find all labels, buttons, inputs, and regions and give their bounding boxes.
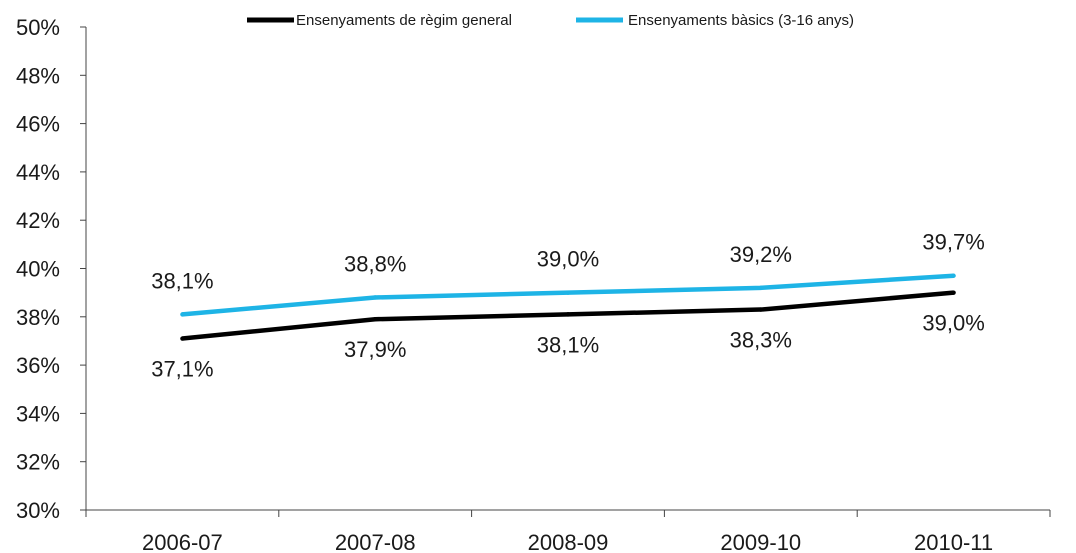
series-lines xyxy=(180,273,956,341)
data-label: 38,3% xyxy=(730,328,792,353)
data-point xyxy=(373,295,378,300)
y-tick-label: 42% xyxy=(16,208,60,233)
data-point xyxy=(180,312,185,317)
x-tick-label: 2008-09 xyxy=(528,530,609,553)
legend-label-2: Ensenyaments bàsics (3-16 anys) xyxy=(628,12,854,29)
data-label: 37,9% xyxy=(344,337,406,362)
x-axis-ticks: 2006-07 2007-08 2008-09 2009-10 2010-11 xyxy=(85,510,1051,553)
y-tick-label: 40% xyxy=(16,257,60,282)
data-point xyxy=(565,312,571,317)
data-point xyxy=(565,290,571,295)
series-line-2 xyxy=(182,273,954,317)
x-tick-label: 2010-11 xyxy=(914,530,993,553)
legend-label-1: Ensenyaments de règim general xyxy=(296,12,512,29)
data-labels: 37,1% 37,9% 38,1% 38,3% 39,0% 38,1% 38,8% 39,0%… xyxy=(151,230,985,382)
data-label: 38,1% xyxy=(537,332,599,357)
data-point xyxy=(373,317,378,322)
data-label: 38,8% xyxy=(344,251,406,276)
y-tick-label: 44% xyxy=(16,160,60,185)
y-axis-ticks: 30% 32% 34% 36% 38% 40% 42% 44% 46% 48% 50% xyxy=(16,15,86,523)
data-point xyxy=(951,290,956,295)
y-tick-label: 34% xyxy=(16,401,60,426)
legend: Ensenyaments de règim general Ensenyament… xyxy=(247,12,854,29)
y-tick-label: 38% xyxy=(16,305,60,330)
data-label: 39,7% xyxy=(922,230,984,255)
data-point xyxy=(758,285,763,291)
x-tick-label: 2009-10 xyxy=(720,530,801,553)
data-label: 37,1% xyxy=(151,357,213,382)
y-tick-label: 36% xyxy=(16,353,60,378)
y-tick-label: 32% xyxy=(16,450,60,475)
data-point xyxy=(951,273,956,278)
data-label: 38,1% xyxy=(151,268,213,293)
y-tick-label: 30% xyxy=(16,498,60,523)
y-tick-label: 48% xyxy=(16,63,60,88)
x-tick-label: 2007-08 xyxy=(335,530,416,553)
data-point xyxy=(758,307,763,312)
data-point xyxy=(180,336,185,341)
data-label: 39,2% xyxy=(730,242,792,267)
x-tick-label: 2006-07 xyxy=(142,530,223,553)
y-tick-label: 50% xyxy=(16,15,60,40)
y-tick-label: 46% xyxy=(16,112,60,137)
data-label: 39,0% xyxy=(922,311,984,336)
data-label: 39,0% xyxy=(537,247,599,272)
